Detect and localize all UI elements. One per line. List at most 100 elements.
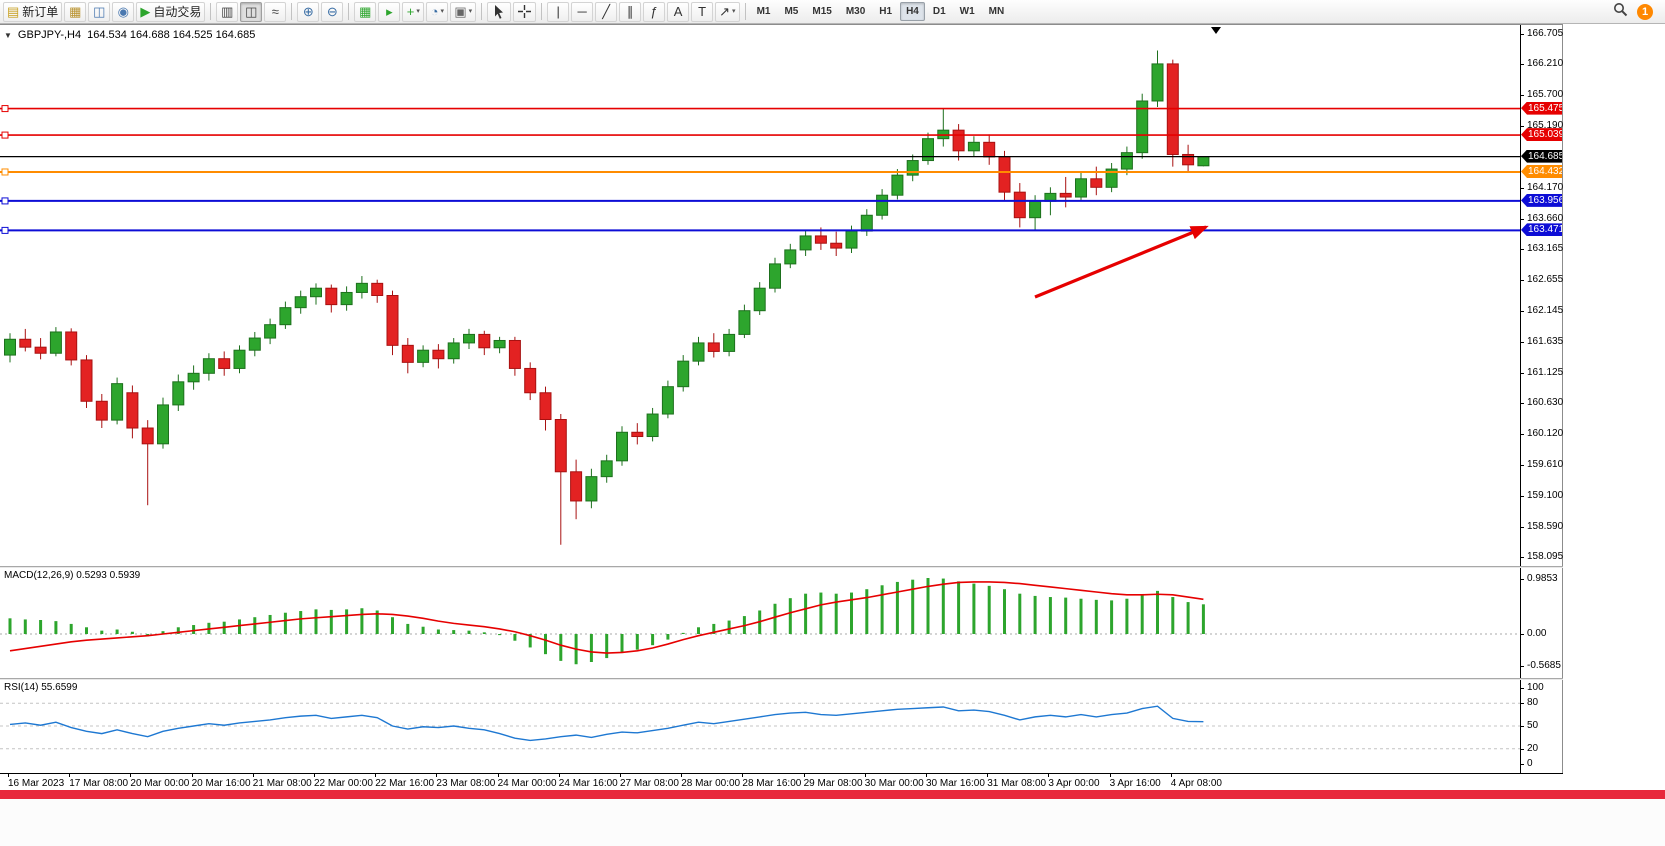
candle-up	[646, 413, 659, 438]
chart-shift-marker[interactable]	[1211, 27, 1221, 34]
price-axis-label: 159.100	[1527, 490, 1564, 502]
bar-chart-icon-glyph: ▥	[221, 4, 234, 19]
candle-up	[279, 307, 292, 326]
price-axis-tick	[1520, 33, 1524, 35]
candle-up	[417, 349, 430, 363]
price-axis-label: 161.125	[1527, 367, 1564, 378]
candle-down	[126, 392, 139, 429]
zoom-out-icon[interactable]: ⊖	[321, 1, 344, 22]
trend-arrow-annotation[interactable]	[1034, 225, 1209, 299]
price-axis-tick	[1520, 342, 1524, 343]
rsi-axis-tick	[1520, 703, 1524, 705]
timeframe-M15[interactable]: M15	[812, 6, 832, 17]
rsi-axis-tick	[1520, 764, 1524, 765]
candle-down	[65, 331, 78, 361]
candle-up	[49, 331, 62, 354]
price-axis-label: 162.145	[1527, 305, 1564, 316]
templates-icon[interactable]: ▣ ▾	[450, 1, 477, 22]
fibonacci-icon[interactable]: ƒ	[643, 1, 666, 22]
price-axis-label: 163.165	[1527, 242, 1564, 254]
vertical-line-icon[interactable]: |	[547, 1, 570, 22]
navigator-icon[interactable]: ◉	[112, 1, 135, 22]
time-axis-tick	[69, 774, 71, 777]
line-handle[interactable]	[1, 226, 9, 234]
candle-down	[508, 339, 521, 369]
horizontal-line-icon[interactable]: ─	[571, 1, 594, 22]
macd-panel-chart	[0, 578, 1520, 665]
toolbar-separator	[348, 3, 350, 20]
candle-up	[799, 235, 812, 251]
time-axis-tick	[987, 774, 989, 777]
line-handle[interactable]	[1, 131, 9, 139]
price-axis-tick	[1520, 311, 1524, 312]
line-handle[interactable]	[1, 168, 9, 176]
timeframe-M30[interactable]: M30	[845, 6, 866, 17]
candle-up	[860, 214, 873, 232]
time-axis-tick	[191, 774, 193, 777]
notification-badge[interactable]: 1	[1637, 4, 1653, 20]
market-watch-icon[interactable]: ▦	[64, 1, 87, 22]
timeframe-M5[interactable]: M5	[784, 6, 799, 17]
timeframe-H1[interactable]: H1	[879, 6, 893, 17]
trendline-icon[interactable]: ╱	[595, 1, 618, 22]
price-axis-tick	[1520, 125, 1524, 127]
line-chart-icon[interactable]: ≈	[264, 1, 287, 22]
price-axis-tick	[1520, 279, 1524, 281]
timeframe-M1[interactable]: M1	[756, 6, 771, 17]
price-axis-label: 162.655	[1527, 273, 1564, 285]
new-order-button[interactable]: ▤ 新订单	[3, 1, 63, 22]
toolbar-separator	[291, 3, 293, 20]
time-axis-label: 28 Mar 00:00	[681, 778, 741, 789]
time-axis-label: 3 Apr 00:00	[1048, 778, 1100, 789]
time-axis-tick	[1170, 774, 1172, 777]
timeframe-D1[interactable]: D1	[932, 6, 946, 17]
channel-icon[interactable]: ∥	[619, 1, 642, 22]
channel-icon-glyph: ∥	[626, 4, 634, 19]
timeframe-H4[interactable]: H4	[900, 2, 925, 21]
label-icon[interactable]: T	[691, 1, 714, 22]
line-handle[interactable]	[1, 197, 9, 205]
search-icon[interactable]	[1613, 2, 1628, 22]
rsi-axis-label: 20	[1527, 742, 1539, 754]
periods-icon[interactable]: ◔ ▾	[426, 1, 449, 22]
timeframe-MN[interactable]: MN	[988, 6, 1005, 17]
cursor-icon[interactable]	[487, 1, 512, 22]
price-tag-165.475: 165.475	[1521, 101, 1562, 115]
price-axis-label: 163.660	[1527, 212, 1564, 224]
candle-up	[4, 338, 16, 356]
price-axis-tick	[1520, 557, 1524, 559]
macd-signal-line	[9, 581, 1204, 654]
time-axis-label: 16 Mar 2023	[8, 778, 65, 789]
macd-axis-tick	[1520, 578, 1524, 580]
data-window-icon[interactable]: ◫	[88, 1, 111, 22]
candle-down	[141, 427, 154, 445]
line-handle[interactable]	[1, 105, 9, 113]
toolbar-right: 1	[1613, 0, 1653, 24]
price-tag-163.471: 163.471	[1521, 223, 1562, 237]
candle-up	[585, 476, 598, 502]
macd-pane-splitter[interactable]	[0, 566, 1563, 568]
indicators-icon[interactable]: + ▾	[402, 1, 425, 22]
toolbar-separator	[541, 3, 543, 20]
periods-icon-glyph: ◔	[430, 4, 439, 19]
tile-windows-icon[interactable]: ▦	[354, 1, 377, 22]
auto-trading-button[interactable]: ▶ 自动交易	[136, 1, 206, 22]
timeframe-W1[interactable]: W1	[959, 6, 975, 17]
zoom-in-icon[interactable]: ⊕	[297, 1, 320, 22]
rsi-pane-splitter[interactable]	[0, 678, 1563, 680]
bar-chart-icon[interactable]: ▥	[216, 1, 239, 22]
price-axis-label: 166.210	[1527, 57, 1564, 69]
price-axis-tick	[1520, 63, 1524, 65]
one-click-trading-arrow[interactable]: ▼	[4, 30, 12, 40]
candle-up	[1136, 100, 1149, 154]
candlestick-chart-icon[interactable]: ◫	[240, 1, 263, 22]
text-icon[interactable]: A	[667, 1, 690, 22]
candle-down	[1182, 153, 1195, 166]
candle-down	[830, 242, 843, 249]
arrows-icon[interactable]: ↗ ▾	[715, 1, 740, 22]
auto-scroll-icon[interactable]: ▸	[378, 1, 401, 22]
candle-up	[340, 291, 353, 306]
time-axis-tick	[558, 774, 560, 777]
crosshair-icon[interactable]	[513, 1, 537, 22]
time-axis-tick	[926, 774, 927, 777]
